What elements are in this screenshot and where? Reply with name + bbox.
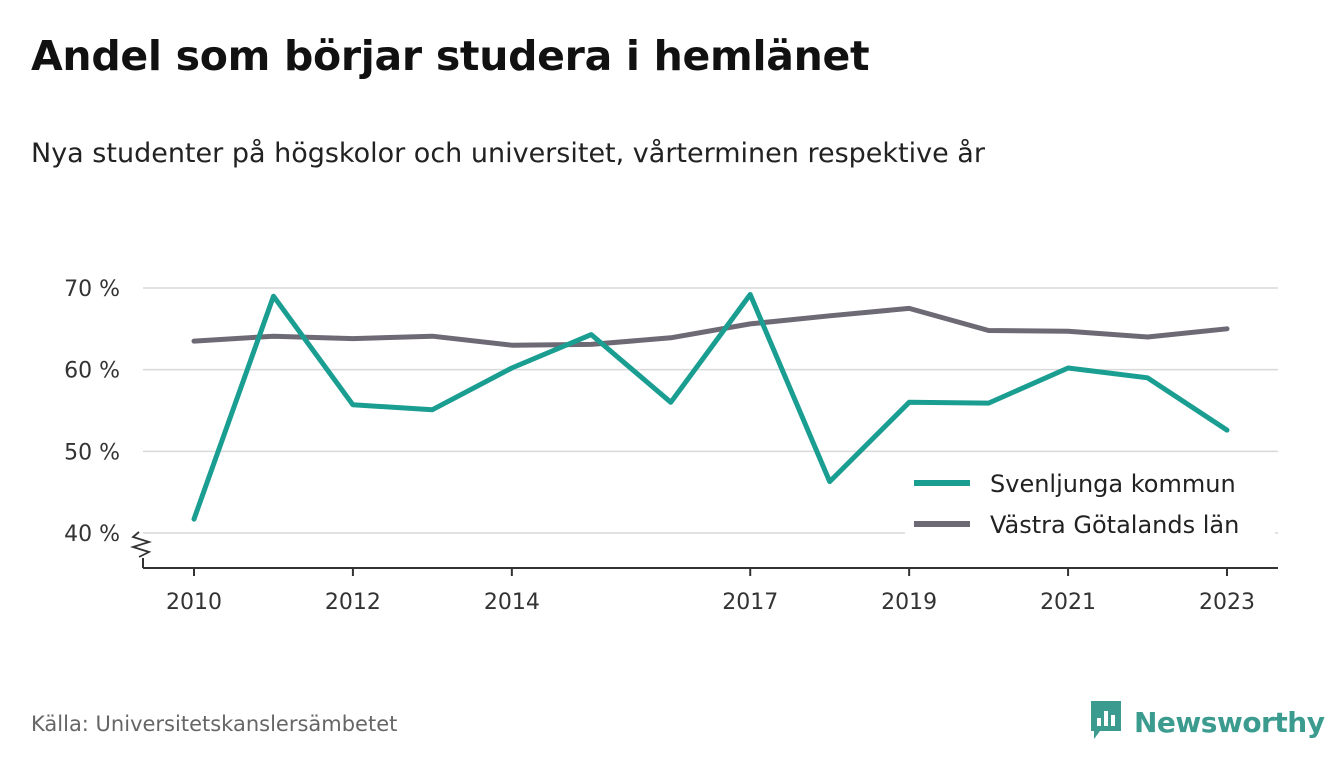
legend: Svenljunga kommun Västra Götalands län <box>905 458 1275 546</box>
chart-subtitle: Nya studenter på högskolor och universit… <box>31 138 985 169</box>
x-tick-label: 2010 <box>166 590 222 615</box>
x-tick-label: 2023 <box>1199 590 1255 615</box>
axes: 40 % 50 % 60 % 70 % 2010 2012 2014 2017 2019 2021… <box>64 277 1278 615</box>
series-line-0 <box>191 292 1230 522</box>
series-lines <box>191 292 1230 522</box>
legend-label: Västra Götalands län <box>990 511 1239 539</box>
x-tick-label: 2017 <box>722 590 778 615</box>
x-tick-label: 2012 <box>325 590 381 615</box>
legend-label: Svenljunga kommun <box>990 470 1236 498</box>
x-tick-label: 2021 <box>1040 590 1096 615</box>
source-note: Källa: Universitetskanslersämbetet <box>31 712 398 736</box>
chart-title: Andel som börjar studera i hemlänet <box>31 32 870 80</box>
y-tick-label: 60 % <box>64 359 120 384</box>
newsworthy-logo-icon <box>1088 698 1124 746</box>
y-tick-label: 50 % <box>64 440 120 465</box>
axis-break-icon <box>129 531 153 558</box>
x-tick-label: 2019 <box>881 590 937 615</box>
brand-name: Newsworthy <box>1134 705 1325 739</box>
y-tick-label: 70 % <box>64 277 120 302</box>
brand-logo[interactable]: Newsworthy <box>1088 698 1325 746</box>
x-tick-label: 2014 <box>484 590 540 615</box>
series-line-1 <box>191 305 1230 348</box>
legend-background <box>905 458 1275 546</box>
y-tick-label: 40 % <box>64 522 120 547</box>
